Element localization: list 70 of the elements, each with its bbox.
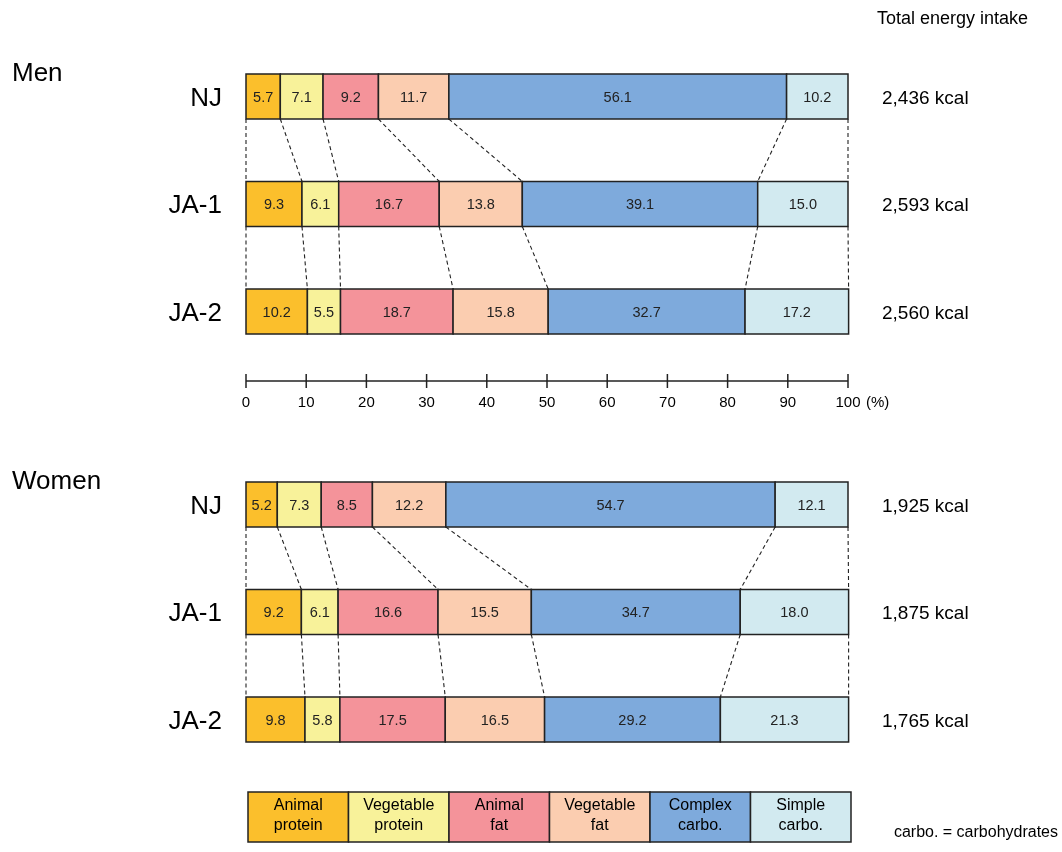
data-label: 32.7 [632, 303, 661, 320]
data-label: 8.5 [336, 496, 357, 513]
data-label: 9.2 [263, 604, 284, 620]
data-label: 7.3 [289, 496, 310, 513]
y-tick-label: JA-2 [168, 296, 222, 327]
data-label: 34.7 [621, 604, 650, 620]
data-label: 39.1 [625, 196, 655, 212]
y-tick-label: JA-1 [168, 189, 222, 219]
data-label: 5.5 [313, 303, 335, 320]
x-tick-label: 30 [418, 393, 435, 410]
data-label: 11.7 [400, 88, 428, 105]
data-label: 15.5 [470, 604, 499, 620]
data-label: 12.2 [395, 496, 424, 513]
data-label: 5.8 [312, 711, 333, 728]
text: Animal protein [273, 796, 323, 833]
x-tick-label: 100 [835, 393, 861, 410]
text: Vegetable fat [564, 796, 636, 833]
data-label: 15.8 [486, 303, 515, 320]
text: Complex carbo. [668, 796, 732, 833]
text: Men [12, 57, 63, 87]
data-label: 9.8 [265, 711, 286, 728]
x-tick-label: 50 [538, 393, 556, 410]
x-tick-label: 80 [719, 393, 736, 410]
data-label: 9.3 [263, 196, 285, 212]
data-label: 56.1 [603, 88, 632, 105]
text: Animal fat [474, 796, 524, 833]
x-tick-label: 70 [659, 393, 676, 410]
text: 1,925 kcal [882, 494, 969, 516]
x-tick-label: 0 [241, 393, 251, 410]
data-label: 21.3 [770, 711, 799, 728]
text: 1,765 kcal [882, 709, 969, 731]
data-label: 16.7 [374, 196, 404, 212]
data-label: 16.6 [373, 604, 403, 620]
text: 2,593 kcal [882, 194, 969, 215]
text: Simple carbo. [776, 796, 826, 833]
x-tick-label: 40 [478, 393, 496, 410]
x-tick-label: 90 [779, 393, 797, 410]
text: Vegetable protein [363, 796, 435, 833]
data-label: 6.1 [309, 604, 330, 620]
data-label: 15.0 [788, 196, 817, 212]
text: Total energy intake [876, 8, 1028, 28]
x-tick-label: 10 [297, 393, 315, 410]
data-label: 13.8 [466, 196, 495, 212]
data-label: 10.2 [803, 88, 832, 105]
x-tick-label: 60 [598, 393, 616, 410]
data-label: 54.7 [596, 496, 625, 513]
data-label: 17.5 [378, 711, 407, 728]
data-label: 10.2 [262, 303, 291, 320]
y-tick-label: JA-1 [168, 597, 222, 627]
text: 1,875 kcal [882, 602, 969, 623]
y-tick-label: NJ [190, 81, 222, 112]
data-label: 17.2 [782, 303, 811, 320]
data-label: 9.2 [340, 88, 361, 105]
data-label: 18.0 [780, 604, 809, 620]
data-label: 5.2 [251, 496, 272, 513]
data-label: 5.7 [253, 88, 274, 105]
y-tick-label: JA-2 [168, 704, 222, 735]
data-label: 16.5 [480, 711, 510, 728]
y-tick-label: NJ [190, 489, 222, 520]
text: Women [12, 465, 102, 495]
data-label: 6.1 [310, 196, 331, 212]
data-label: 29.2 [618, 711, 647, 728]
data-label: 12.1 [797, 496, 826, 513]
text: 2,436 kcal [882, 86, 969, 108]
text: 2,560 kcal [882, 301, 969, 323]
text: carbo. = carbohydrates [893, 823, 1058, 840]
x-axis-title: (%) [866, 393, 890, 410]
x-tick-label: 20 [358, 393, 375, 410]
data-label: 18.7 [382, 303, 411, 320]
data-label: 7.1 [291, 88, 312, 105]
